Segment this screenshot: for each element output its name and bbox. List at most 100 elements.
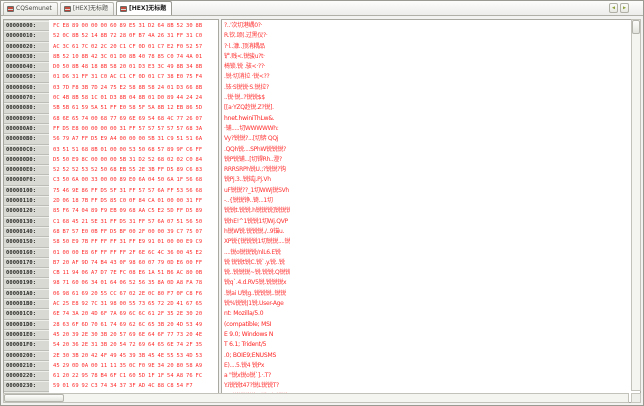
hex-byte[interactable]: 0D: [167, 259, 174, 266]
hex-byte[interactable]: 8B: [91, 146, 98, 153]
hex-row[interactable]: 28 63 6F 6D 70 61 74 69 62 6C 65 3B 20 4D 53 49: [53, 320, 218, 330]
hex-byte[interactable]: 8B: [167, 23, 174, 29]
hex-byte[interactable]: 6A: [195, 136, 203, 143]
hex-byte[interactable]: 68: [129, 208, 136, 215]
hex-byte[interactable]: C8: [186, 290, 193, 297]
hex-byte[interactable]: C7: [176, 228, 184, 235]
hex-byte[interactable]: 5F: [138, 105, 146, 112]
hex-byte[interactable]: 57: [167, 125, 174, 132]
ascii-row[interactable]: 锐Pj.3..锐铽j.Pj.Vh: [224, 176, 271, 184]
hex-byte[interactable]: 74: [176, 53, 184, 60]
hex-byte[interactable]: FF: [81, 136, 89, 143]
hex-byte[interactable]: 00: [157, 228, 165, 235]
hex-byte[interactable]: 0D: [138, 43, 146, 50]
hex-byte[interactable]: 58: [53, 239, 60, 246]
hex-byte[interactable]: 8B: [195, 23, 203, 29]
hex-byte[interactable]: 6E: [129, 115, 136, 122]
hex-byte[interactable]: C9: [167, 136, 174, 143]
hex-byte[interactable]: A7: [72, 136, 79, 143]
hex-byte[interactable]: 0D: [167, 280, 174, 287]
hex-byte[interactable]: 0C: [53, 95, 60, 102]
hex-byte[interactable]: 77: [167, 331, 174, 338]
hex-byte[interactable]: 73: [176, 331, 184, 338]
hex-byte[interactable]: 74: [81, 115, 89, 122]
hex-byte[interactable]: 09: [119, 208, 127, 215]
hex-byte[interactable]: E9: [186, 239, 193, 246]
hex-byte[interactable]: 00: [100, 23, 108, 29]
hex-row[interactable]: 98 71 60 06 34 01 64 06 52 56 35 8A 0D A8 FA 78: [53, 278, 218, 288]
hex-byte[interactable]: 39: [129, 352, 136, 359]
ascii-row[interactable]: (compatible; MSI: [224, 320, 272, 328]
hex-byte[interactable]: E0: [129, 177, 136, 184]
hex-byte[interactable]: 7E: [110, 270, 117, 277]
hex-byte[interactable]: 06: [81, 270, 89, 277]
hex-byte[interactable]: 00: [91, 23, 98, 29]
hex-byte[interactable]: 2E: [138, 167, 146, 174]
hex-byte[interactable]: 89: [119, 23, 127, 29]
hex-byte[interactable]: 86: [186, 105, 193, 112]
hex-byte[interactable]: 69: [138, 115, 146, 122]
hex-byte[interactable]: 3F: [129, 383, 136, 390]
hex-row[interactable]: C1 68 45 21 5E 31 FF D5 31 FF 57 6A 07 51 56 50: [53, 217, 218, 227]
hex-byte[interactable]: B7: [138, 33, 146, 40]
hex-byte[interactable]: FF: [110, 105, 117, 112]
hex-byte[interactable]: 39: [72, 331, 79, 338]
hex-byte[interactable]: FC: [119, 270, 127, 277]
hex-byte[interactable]: 31: [167, 33, 174, 40]
hex-byte[interactable]: 52: [53, 33, 60, 40]
hex-byte[interactable]: 50: [157, 177, 165, 184]
hex-byte[interactable]: 65: [157, 342, 165, 349]
hex-byte[interactable]: F0: [138, 362, 146, 369]
hex-byte[interactable]: FA: [186, 280, 193, 287]
tab-cqsemunet[interactable]: CQSemunet: [3, 2, 58, 15]
hex-byte[interactable]: 01: [129, 64, 136, 71]
hex-byte[interactable]: 02: [167, 156, 174, 163]
hex-byte[interactable]: 0B: [195, 270, 203, 277]
hex-byte[interactable]: FF: [176, 208, 184, 215]
hex-byte[interactable]: 9D: [81, 259, 89, 266]
hex-byte[interactable]: 33: [91, 177, 98, 184]
ascii-row[interactable]: Y.i锐锐t47?锐L锐锐T?: [224, 382, 279, 390]
hex-row[interactable]: 01 D6 31 FF 31 C0 AC C1 CF 0D 01 C7 38 E0 75 F4: [53, 72, 218, 82]
hex-byte[interactable]: FF: [129, 125, 136, 132]
hex-byte[interactable]: 91: [148, 239, 155, 246]
hex-byte[interactable]: 58: [81, 95, 89, 102]
hex-byte[interactable]: 56: [186, 187, 193, 194]
hex-byte[interactable]: 29: [62, 362, 70, 369]
hex-byte[interactable]: 35: [167, 311, 174, 318]
hex-byte[interactable]: 2E: [81, 342, 89, 349]
hex-byte[interactable]: 11: [100, 362, 108, 369]
hex-byte[interactable]: 68: [100, 115, 108, 122]
hex-byte[interactable]: 8B: [72, 95, 79, 102]
hex-byte[interactable]: 20: [62, 331, 70, 338]
hex-byte[interactable]: 45: [148, 352, 155, 359]
hex-byte[interactable]: 50: [138, 146, 146, 153]
hex-byte[interactable]: 0C: [62, 33, 70, 40]
hex-byte[interactable]: 30: [186, 23, 193, 29]
hex-byte[interactable]: FC: [195, 373, 203, 380]
hex-byte[interactable]: 9E: [148, 362, 155, 369]
hex-byte[interactable]: B4: [100, 259, 108, 266]
hex-byte[interactable]: 53: [129, 146, 136, 153]
hex-byte[interactable]: 01: [148, 74, 155, 81]
hex-byte[interactable]: D0: [157, 95, 165, 102]
hex-row[interactable]: 03 7D F8 3B 7D 24 75 E2 58 8B 58 24 01 D3 66 8B: [53, 83, 218, 93]
hex-row[interactable]: 8B 52 10 8B 42 3C 01 D0 8B 40 78 85 C0 74 4A 01: [53, 52, 218, 62]
hex-byte[interactable]: 9E: [72, 187, 79, 194]
hex-byte[interactable]: 5D: [195, 105, 203, 112]
hex-byte[interactable]: 31: [186, 33, 193, 40]
hex-byte[interactable]: 57: [72, 228, 79, 235]
hex-byte[interactable]: 5A: [148, 105, 155, 112]
hex-byte[interactable]: 54: [176, 383, 184, 390]
hex-byte[interactable]: 55: [100, 290, 108, 297]
hex-byte[interactable]: 20: [110, 43, 117, 50]
hex-byte[interactable]: D6: [62, 74, 70, 81]
hex-byte[interactable]: 52: [72, 167, 79, 174]
ascii-row[interactable]: [[a·YZQ赺锐.Z?锐].: [224, 104, 274, 112]
hex-byte[interactable]: 11: [62, 270, 70, 277]
hex-byte[interactable]: D5: [186, 208, 193, 215]
hex-byte[interactable]: 00: [72, 249, 79, 256]
hex-byte[interactable]: 68: [195, 177, 203, 184]
hex-byte[interactable]: FC: [53, 23, 60, 29]
hex-byte[interactable]: 66: [186, 84, 193, 91]
